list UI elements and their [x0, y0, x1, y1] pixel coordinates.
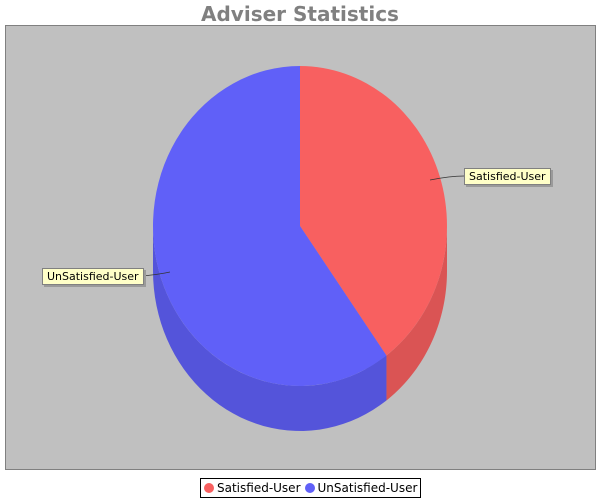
- leader-line-0: [429, 175, 465, 181]
- legend-label-unsatisfied: UnSatisfied-User: [317, 481, 418, 495]
- legend-item-satisfied: Satisfied-User: [204, 481, 301, 495]
- slice-0: [300, 66, 447, 356]
- slice-1: [152, 66, 387, 386]
- slice-label-unsatisfied: UnSatisfied-User: [42, 268, 144, 285]
- slice-label-satisfied: Satisfied-User: [464, 168, 551, 185]
- legend-swatch-unsatisfied: [304, 483, 315, 493]
- slice-side-0: [386, 226, 447, 401]
- pie-marks: [135, 66, 465, 431]
- slice-side-1: [153, 226, 387, 431]
- legend: Satisfied-User UnSatisfied-User: [200, 478, 422, 498]
- legend-swatch-satisfied: [204, 483, 214, 493]
- legend-item-unsatisfied: UnSatisfied-User: [304, 481, 418, 495]
- chart-title: Adviser Statistics: [201, 2, 399, 26]
- legend-label-satisfied: Satisfied-User: [217, 481, 301, 495]
